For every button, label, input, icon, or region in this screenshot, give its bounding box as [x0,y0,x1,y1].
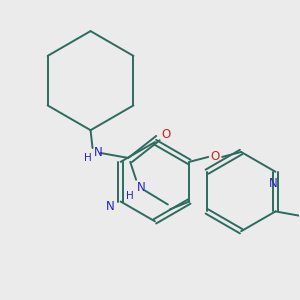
Text: N: N [94,146,103,160]
Text: N: N [106,200,115,213]
Text: N: N [137,181,146,194]
Text: H: H [84,153,92,163]
Text: O: O [161,128,170,141]
Text: O: O [211,150,220,164]
Text: H: H [126,190,134,201]
Text: N: N [269,177,278,190]
